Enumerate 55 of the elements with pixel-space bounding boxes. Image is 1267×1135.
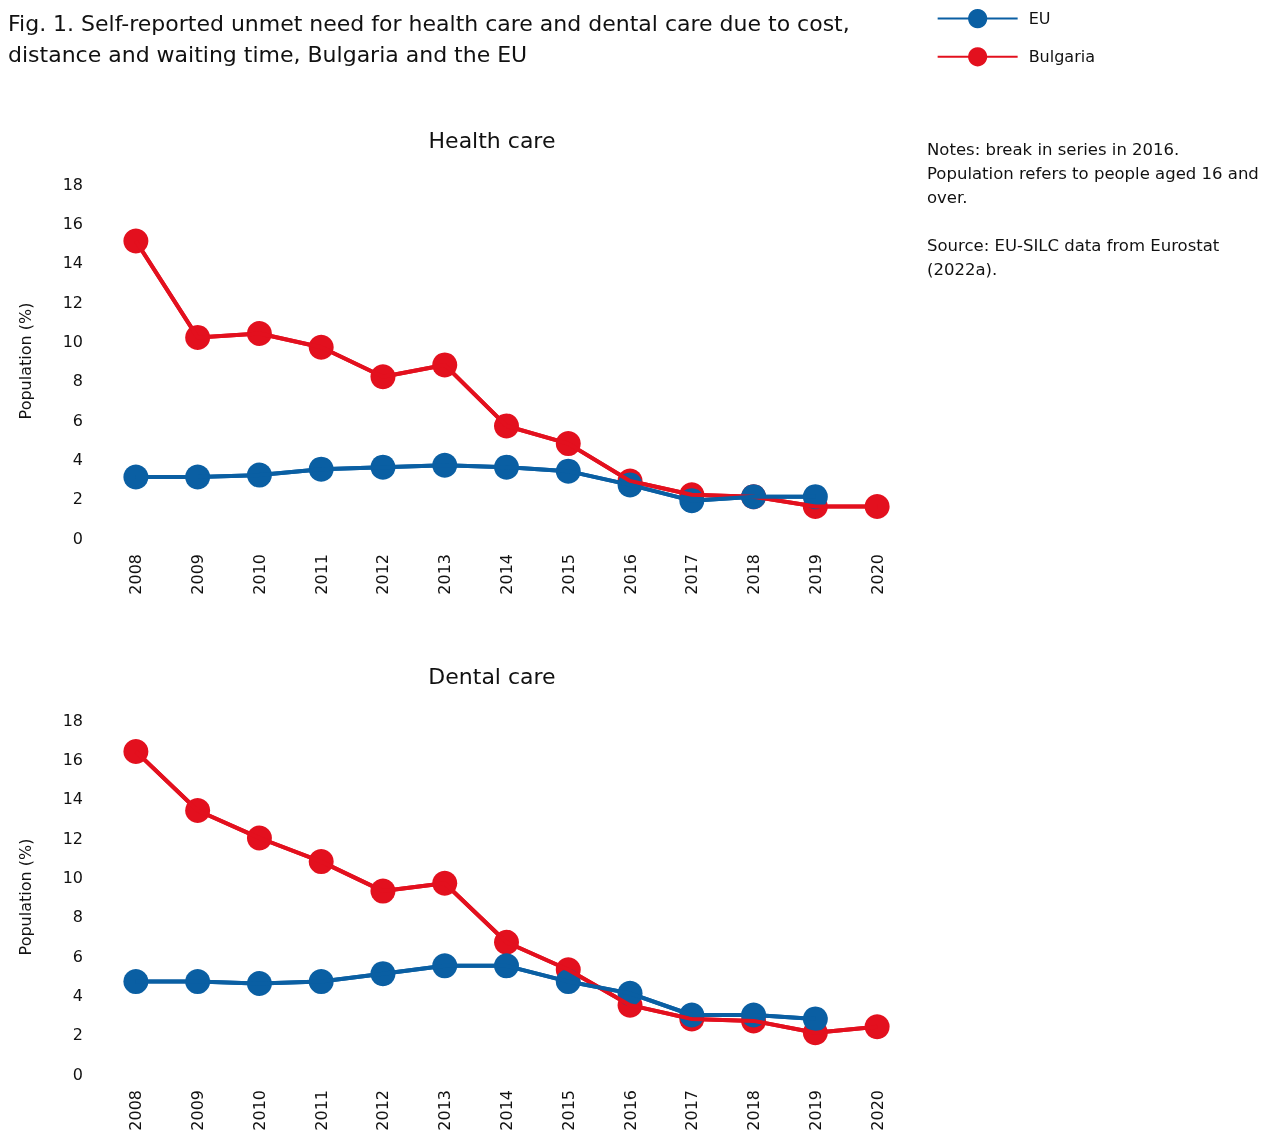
legend-label: Bulgaria xyxy=(1028,47,1096,67)
x-tick-label: 2020 xyxy=(867,554,887,595)
x-tick-label: 2011 xyxy=(311,554,331,595)
y-tick-label: 18 xyxy=(62,710,83,730)
x-tick-label: 2010 xyxy=(249,1090,269,1131)
x-tick-label: 2019 xyxy=(805,1090,825,1131)
x-tick-label: 2013 xyxy=(435,554,455,595)
chart-title: Dental care xyxy=(428,663,556,689)
x-tick-label: 2017 xyxy=(682,554,702,595)
x-tick-label: 2016 xyxy=(620,554,640,595)
x-tick-label: 2011 xyxy=(311,1090,331,1131)
y-tick-label: 12 xyxy=(62,292,83,312)
y-tick-label: 12 xyxy=(62,828,83,848)
x-tick-label: 2019 xyxy=(805,554,825,595)
x-tick-label: 2009 xyxy=(188,554,208,595)
y-tick-label: 14 xyxy=(62,253,83,273)
y-tick-label: 2 xyxy=(72,489,83,509)
y-tick-label: 14 xyxy=(62,789,83,809)
y-tick-label: 8 xyxy=(72,907,83,927)
x-tick-label: 2014 xyxy=(497,554,516,595)
x-tick-label: 2018 xyxy=(744,1090,764,1131)
y-tick-label: 16 xyxy=(62,749,83,769)
text: Notes: break in series in 2016. Population refers to people aged 16 and over. xyxy=(927,139,1260,209)
y-tick-label: 0 xyxy=(72,1064,83,1084)
source-note: Source: EU-SILC data from Eurostat (2022a). xyxy=(927,235,1221,281)
chart-title: Health care xyxy=(428,127,556,153)
x-tick-label: 2008 xyxy=(126,554,146,595)
y-tick-label: 6 xyxy=(72,410,83,430)
y-tick-label: 18 xyxy=(62,174,83,194)
y-axis-title: Population (%) xyxy=(15,302,35,420)
y-tick-label: 0 xyxy=(72,528,83,548)
x-tick-label: 2012 xyxy=(373,554,393,595)
x-tick-label: 2012 xyxy=(373,1090,393,1131)
x-tick-label: 2014 xyxy=(497,1090,516,1131)
x-tick-label: 2009 xyxy=(188,1090,208,1131)
y-tick-label: 2 xyxy=(72,1025,83,1045)
y-tick-label: 16 xyxy=(62,213,83,233)
y-tick-label: 10 xyxy=(62,331,83,351)
x-tick-label: 2017 xyxy=(682,1090,702,1131)
x-tick-label: 2010 xyxy=(249,554,269,595)
text: Fig. 1. Self-reported unmet need for health care and dental care due to cost, distance and waiting time, Bulgaria and the EU xyxy=(8,10,851,69)
x-tick-label: 2015 xyxy=(558,1090,578,1131)
y-tick-label: 4 xyxy=(72,449,83,469)
x-tick-label: 2008 xyxy=(126,1090,146,1131)
y-axis-title: Population (%) xyxy=(15,838,35,956)
y-tick-label: 6 xyxy=(72,946,83,966)
x-tick-label: 2018 xyxy=(744,554,764,595)
x-tick-label: 2013 xyxy=(435,1090,455,1131)
y-tick-label: 8 xyxy=(72,371,83,391)
y-tick-label: 4 xyxy=(72,985,83,1005)
y-tick-label: 10 xyxy=(62,867,83,887)
legend-label: EU xyxy=(1028,9,1051,29)
x-tick-label: 2015 xyxy=(558,554,578,595)
x-tick-label: 2020 xyxy=(867,1090,887,1131)
x-tick-label: 2016 xyxy=(620,1090,640,1131)
